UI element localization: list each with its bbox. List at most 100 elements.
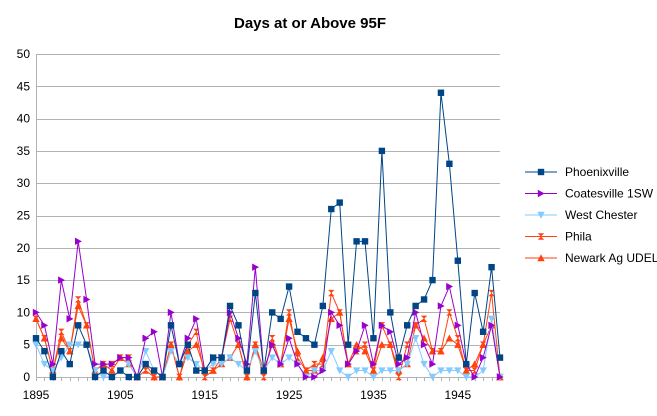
data-point: [404, 341, 411, 348]
legend-item: Phila: [525, 230, 592, 244]
data-point: [285, 283, 293, 290]
data-point: [40, 360, 49, 368]
data-point: [479, 328, 487, 335]
plot-area: [32, 89, 504, 381]
data-point: [49, 360, 57, 368]
data-point: [285, 315, 293, 323]
data-point: [353, 238, 360, 245]
data-point: [463, 367, 470, 374]
data-point: [319, 302, 327, 310]
data-point: [32, 315, 40, 323]
data-point: [184, 334, 192, 342]
data-point: [496, 354, 504, 361]
data-point: [251, 347, 260, 355]
data-point: [108, 373, 116, 381]
data-point: [184, 341, 192, 348]
x-tick-label: 1895: [23, 388, 50, 402]
data-point: [167, 308, 175, 317]
data-point: [454, 321, 462, 330]
data-point: [353, 347, 361, 355]
data-point: [378, 367, 386, 375]
data-point: [404, 353, 411, 362]
data-point: [58, 276, 66, 284]
data-point: [234, 360, 243, 368]
data-point: [293, 347, 302, 355]
data-point: [445, 367, 454, 375]
data-point: [201, 367, 208, 374]
chart-title: Days at or Above 95F: [234, 15, 386, 32]
data-point: [99, 373, 108, 381]
x-tick-label: 1935: [360, 388, 387, 402]
data-point: [217, 360, 226, 368]
data-point: [159, 373, 166, 381]
data-point: [387, 309, 394, 316]
data-point: [91, 360, 99, 368]
data-point: [336, 321, 344, 330]
y-tick-label: 20: [17, 241, 31, 255]
legend-item: West Chester: [525, 208, 637, 222]
y-tick-label: 45: [17, 79, 31, 93]
data-point: [479, 353, 487, 362]
legend-marker: [537, 233, 545, 240]
data-point: [66, 347, 73, 355]
data-point: [404, 322, 411, 329]
data-point: [243, 373, 251, 381]
data-point: [201, 373, 208, 381]
data-point: [260, 373, 267, 381]
data-point: [193, 315, 200, 323]
data-point: [336, 367, 344, 375]
data-point: [437, 367, 445, 375]
data-point: [235, 322, 242, 329]
data-point: [302, 367, 310, 374]
data-point: [319, 360, 327, 368]
gridlines: [36, 54, 500, 378]
legend-label: Phila: [565, 230, 592, 244]
data-point: [429, 276, 436, 284]
data-point: [74, 341, 82, 349]
data-point: [412, 322, 419, 329]
data-point: [395, 360, 403, 368]
data-point: [336, 199, 343, 206]
data-point: [327, 347, 335, 355]
data-point: [294, 328, 301, 335]
x-tick-label: 1945: [444, 388, 471, 402]
legend-label: Phoenixville: [565, 165, 629, 179]
data-point: [74, 237, 82, 246]
data-point: [479, 367, 487, 375]
x-tick-label: 1915: [191, 388, 218, 402]
y-tick-label: 5: [23, 338, 30, 352]
data-point: [252, 341, 259, 348]
data-point: [487, 315, 496, 323]
data-point: [327, 315, 335, 323]
data-point: [344, 373, 352, 381]
data-point: [277, 315, 284, 323]
data-point: [328, 205, 335, 213]
data-point: [235, 341, 242, 348]
data-point: [471, 289, 478, 297]
data-point: [446, 282, 454, 291]
data-point: [446, 309, 453, 316]
data-point: [117, 367, 124, 374]
data-point: [454, 335, 462, 342]
data-point: [369, 373, 378, 381]
data-point: [226, 302, 234, 310]
data-point: [420, 341, 428, 349]
data-point: [336, 309, 343, 316]
axes: 0 5 10 15 20 25 30 35 40 45 50 1895 1905 1915 1925 1935…: [17, 47, 501, 402]
data-point: [285, 309, 293, 316]
data-point: [344, 360, 352, 368]
data-point: [268, 354, 276, 362]
data-point: [193, 367, 200, 374]
data-point: [311, 360, 318, 368]
y-tick-label: 0: [23, 370, 30, 384]
data-point: [209, 354, 217, 361]
data-point: [471, 373, 479, 381]
data-point: [252, 289, 259, 297]
data-point: [150, 367, 158, 374]
data-point: [328, 289, 335, 297]
data-point: [496, 373, 504, 381]
series-line: [35, 241, 501, 379]
data-point: [269, 335, 276, 342]
data-point: [395, 354, 402, 361]
